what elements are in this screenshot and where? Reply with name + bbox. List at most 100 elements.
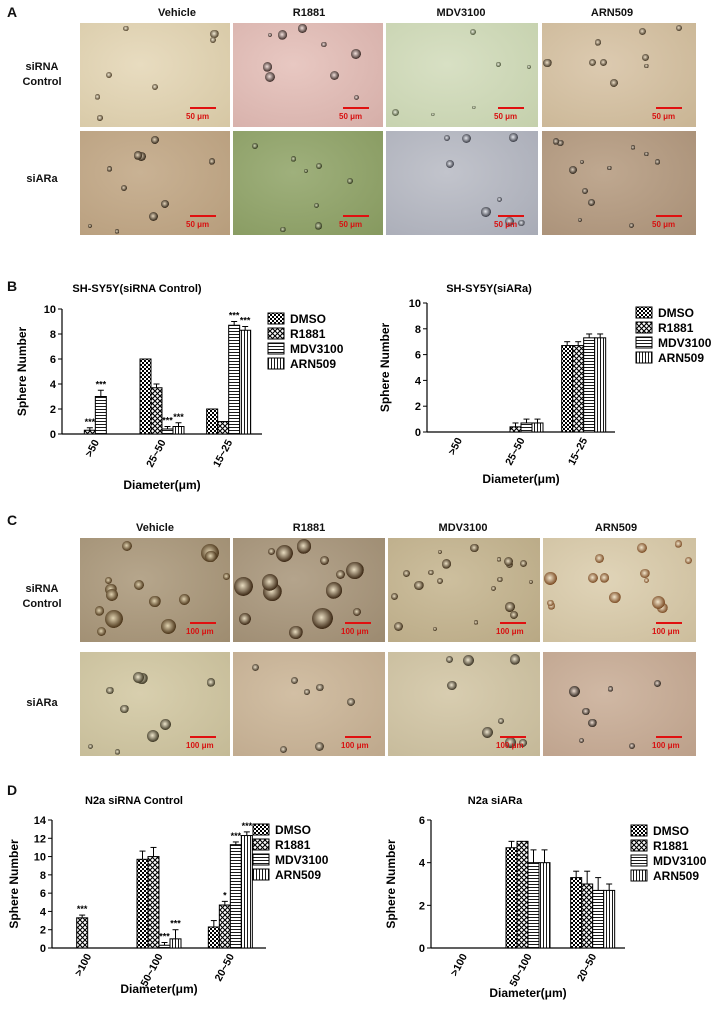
- cell-sphere: [607, 686, 614, 692]
- cell-sphere: [445, 655, 453, 663]
- cell-sphere: [519, 739, 527, 748]
- y-tick-label: 2: [40, 925, 46, 937]
- cell-sphere: [579, 159, 585, 165]
- cell-sphere: [97, 115, 103, 121]
- cell-sphere: [600, 59, 607, 66]
- x-tick-label: >50: [446, 436, 465, 458]
- scale-bar-label: 100 μm: [341, 741, 369, 750]
- panel-a-col-arn509: ARN509: [590, 7, 634, 19]
- cell-sphere: [160, 618, 176, 634]
- cell-sphere: [676, 25, 683, 32]
- cell-sphere: [462, 654, 475, 667]
- panel-b-letter: B: [7, 278, 18, 294]
- cell-sphere: [208, 158, 216, 165]
- bar-arn509: [594, 337, 607, 433]
- scale-bar: [345, 622, 371, 624]
- scale-bar-label: 100 μm: [341, 627, 369, 636]
- scale-bar-label: 50 μm: [652, 112, 676, 121]
- bar-mdv3100: [94, 396, 107, 435]
- legend-swatch: [635, 351, 653, 364]
- legend-swatch: [252, 838, 270, 851]
- cell-sphere: [119, 704, 129, 714]
- cell-sphere: [120, 184, 128, 192]
- cell-sphere: [609, 591, 621, 604]
- cell-sphere: [147, 730, 160, 743]
- legend-label: R1881: [653, 839, 689, 853]
- cell-sphere: [629, 222, 635, 228]
- scale-bar: [498, 107, 524, 109]
- bar-mdv3100: [161, 428, 174, 435]
- cell-sphere: [94, 606, 105, 616]
- cell-sphere: [588, 718, 597, 728]
- scale-bar-label: 50 μm: [652, 220, 676, 229]
- legend-swatch: [630, 854, 648, 867]
- cell-sphere: [497, 576, 503, 583]
- chart-shsy5y-siara: SH-SY5Y(siARa) 0 2 4 6 8 10 Sphere Number Diamet…: [359, 276, 718, 498]
- cell-sphere: [298, 24, 307, 33]
- micrograph-image: 50 μm: [233, 23, 383, 127]
- cell-sphere: [528, 580, 534, 585]
- micrograph-image: 50 μm: [386, 131, 538, 235]
- micrograph-image: 50 μm: [386, 23, 538, 127]
- bar-arn509: [531, 422, 544, 433]
- cell-sphere: [518, 219, 525, 227]
- y-tick-label: 6: [419, 815, 425, 827]
- row-label-line: siARa: [26, 173, 58, 185]
- cell-sphere: [303, 168, 309, 173]
- cell-sphere: [351, 48, 361, 59]
- bar-dmso: [207, 926, 220, 949]
- chart-svg: SH-SY5Y(siRNA Control) 0 2 4 6 8 10 Sphere Numb…: [15, 283, 344, 492]
- x-tick-label: 25~50: [503, 436, 528, 468]
- cell-sphere: [543, 58, 552, 67]
- cell-sphere: [469, 29, 476, 35]
- cell-sphere: [578, 737, 585, 744]
- cell-sphere: [470, 543, 479, 553]
- cell-sphere: [321, 41, 327, 48]
- scale-bar-label: 50 μm: [339, 112, 363, 121]
- bar-arn509: [538, 862, 551, 949]
- y-tick-label: 0: [419, 943, 425, 955]
- cell-sphere: [594, 553, 604, 563]
- cell-sphere: [428, 570, 434, 576]
- cell-sphere: [304, 689, 310, 695]
- cell-sphere: [280, 746, 288, 754]
- cell-sphere: [264, 72, 275, 83]
- cell-sphere: [505, 602, 515, 612]
- panel-a-col-mdv3100: MDV3100: [436, 7, 486, 19]
- bar-dmso: [570, 877, 583, 949]
- legend-swatch: [635, 321, 653, 334]
- cell-sphere: [104, 609, 124, 628]
- chart-svg: SH-SY5Y(siARa) 0 2 4 6 8 10 Sphere Number Diamet…: [378, 283, 712, 486]
- micrograph-image: 100 μm: [543, 652, 696, 756]
- scale-bar-label: 100 μm: [652, 627, 680, 636]
- cell-sphere: [325, 582, 343, 599]
- cell-sphere: [446, 160, 455, 169]
- significance-mark: ***: [242, 821, 253, 831]
- cell-sphere: [152, 84, 158, 90]
- cell-sphere: [267, 33, 273, 38]
- cell-sphere: [149, 595, 161, 607]
- legend-swatch: [267, 327, 285, 340]
- cell-sphere: [277, 30, 288, 40]
- bar-arn509: [603, 889, 616, 949]
- panel-c-letter: C: [7, 512, 18, 528]
- micrograph-image: 100 μm: [80, 538, 230, 642]
- cell-sphere: [353, 95, 359, 101]
- bar-dmso: [206, 408, 219, 435]
- cell-sphere: [431, 112, 435, 117]
- y-axis-title: Sphere Number: [15, 326, 29, 416]
- cell-sphere: [133, 151, 143, 160]
- panel-c-col-arn509: ARN509: [594, 522, 638, 534]
- bar-r1881: [76, 917, 89, 949]
- x-tick-label: 15~25: [211, 438, 236, 470]
- bar-r1881: [581, 883, 594, 949]
- scale-bar: [500, 622, 526, 624]
- legend-label: R1881: [275, 838, 311, 852]
- legend-label: MDV3100: [658, 336, 712, 350]
- cell-sphere: [311, 608, 333, 629]
- bar-mdv3100: [527, 862, 540, 949]
- scale-bar-label: 50 μm: [186, 220, 210, 229]
- legend-swatch: [635, 306, 653, 319]
- legend-label: ARN509: [658, 351, 704, 365]
- cell-sphere: [414, 581, 424, 591]
